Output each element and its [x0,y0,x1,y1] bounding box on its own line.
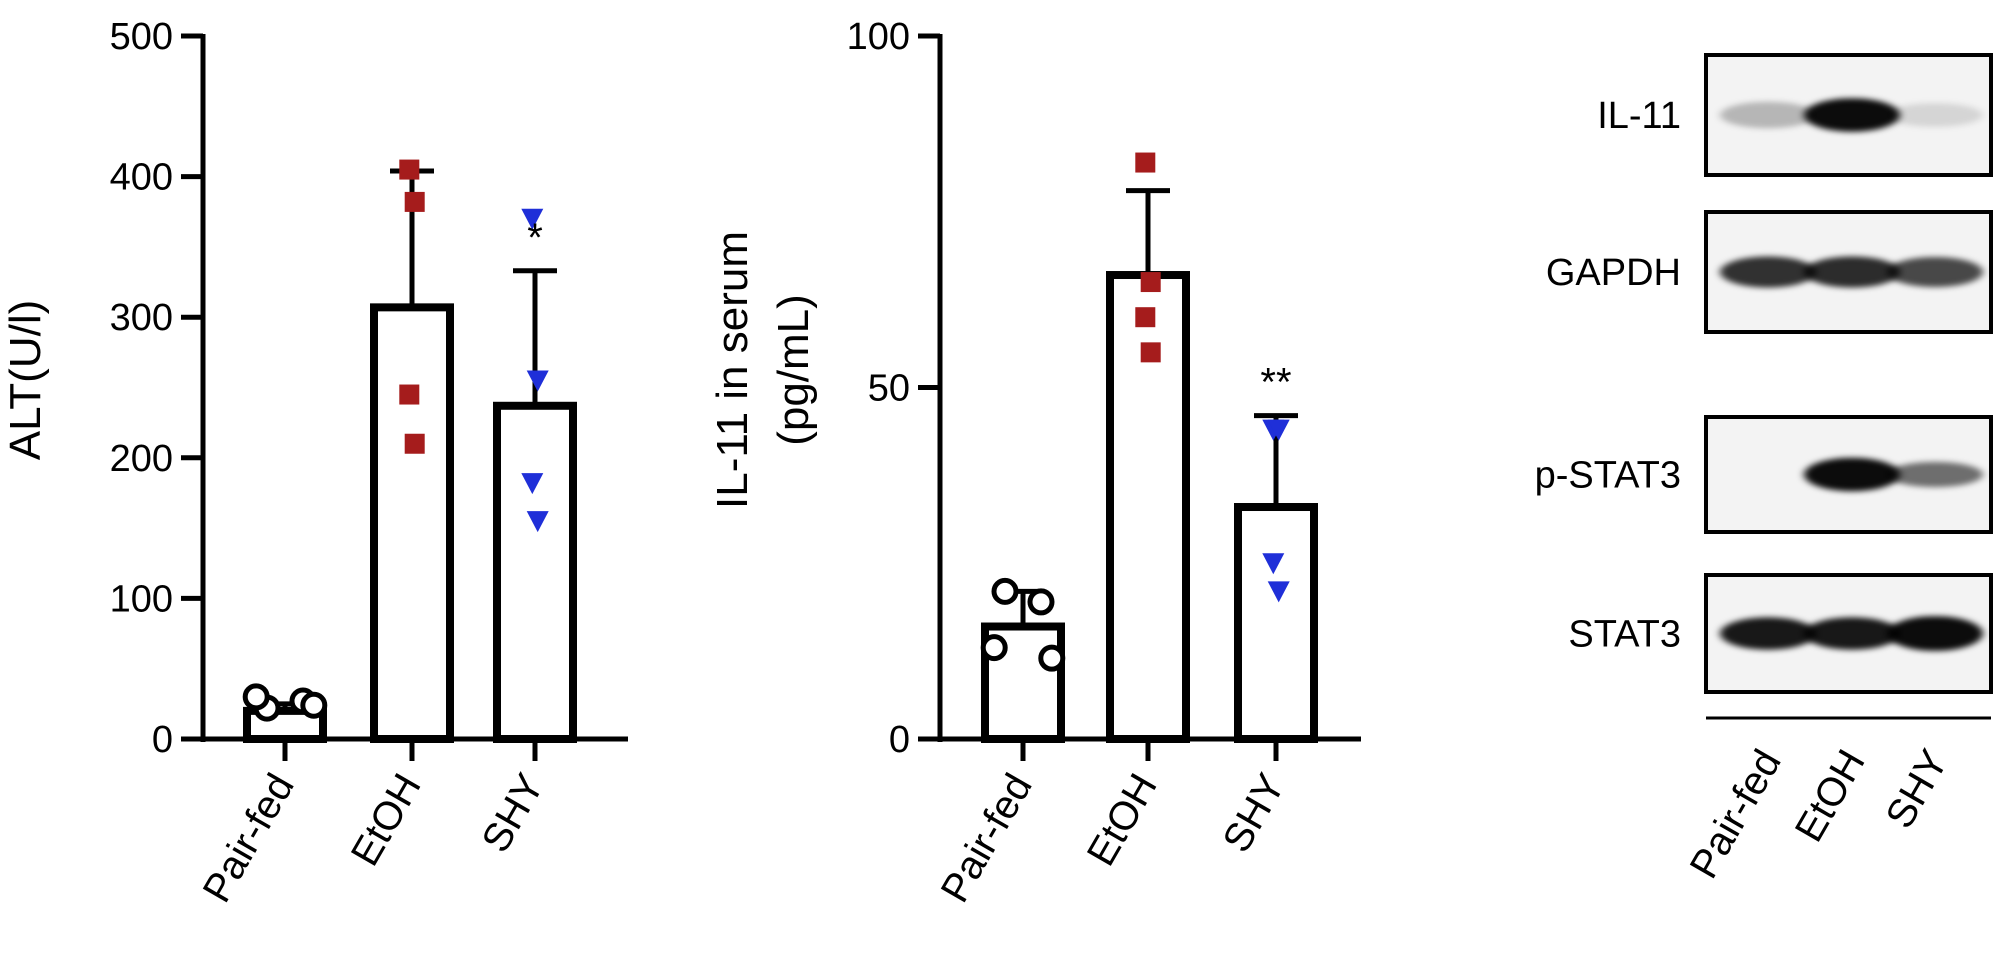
blot-lane-label: SHY [1878,743,1957,836]
blot-band [1720,101,1816,129]
blot-band [1720,617,1816,650]
data-point [399,384,420,405]
blot-band [1887,461,1983,488]
y-tick-label: 100 [847,16,910,58]
data-point [526,511,549,533]
data-point [1267,419,1290,441]
y-tick-label: 0 [152,719,173,761]
blot-row-label: STAT3 [1568,614,1681,656]
x-category-label: EtOH [343,767,430,874]
significance-marker: * [527,216,543,260]
data-point [404,191,425,212]
data-point [1038,644,1066,672]
x-category-label: Pair-fed [933,767,1041,910]
blot-band [1887,103,1983,127]
blot-band [1720,256,1816,288]
blot-row-label: IL-11 [1597,95,1681,137]
blot-lane-label: EtOH [1787,743,1874,850]
data-point [1140,272,1161,293]
data-point [1262,553,1285,575]
y-tick-label: 100 [110,578,173,620]
x-category-label: Pair-fed [195,767,303,910]
blot-band [1887,257,1983,287]
blot-band [1804,98,1900,132]
il11-chart: IL-11 in serum (pg/mL) 0 50 100 Pair-fed EtO… [708,16,1361,910]
bar-shy [493,401,577,743]
data-point [1135,307,1156,328]
significance-marker: ** [1260,361,1291,405]
data-point [399,159,420,180]
data-point [1027,588,1055,616]
data-point [980,634,1008,662]
alt-chart: ALT(U/l) 0 100 200 300 400 500 Pair-fed EtOH * SH… [1,16,628,910]
blot-band [1887,616,1983,651]
blot-row-label: GAPDH [1546,252,1681,294]
data-point [1267,581,1290,603]
data-point [1140,342,1161,363]
y-tick-label: 400 [110,157,173,199]
data-point [991,577,1019,605]
blot-band [1804,617,1900,650]
y-tick-label: 300 [110,297,173,339]
data-point [300,691,328,719]
y-tick-label: 200 [110,438,173,480]
data-point [404,433,425,454]
bar-etoh [370,303,454,743]
alt-y-axis-label: ALT(U/l) [1,300,50,461]
data-point [521,208,544,230]
x-category-label: SHY [1215,767,1294,860]
data-point [242,683,270,711]
il11-y-axis-label-line2: (pg/mL) [769,294,818,446]
data-point [526,370,549,392]
data-point [521,473,544,495]
il11-y-axis-label-line1: IL-11 in serum [708,231,757,509]
blot-lane-label: Pair-fed [1682,743,1790,886]
data-point [1135,152,1156,173]
blot-band [1804,457,1900,492]
blot-band [1804,256,1900,288]
y-tick-label: 0 [889,719,910,761]
y-tick-label: 50 [868,368,910,410]
x-category-label: EtOH [1079,767,1166,874]
bar-shy [1234,503,1318,744]
blot-row-label: p-STAT3 [1535,455,1681,497]
y-tick-label: 500 [110,16,173,58]
x-category-label: SHY [474,767,553,860]
